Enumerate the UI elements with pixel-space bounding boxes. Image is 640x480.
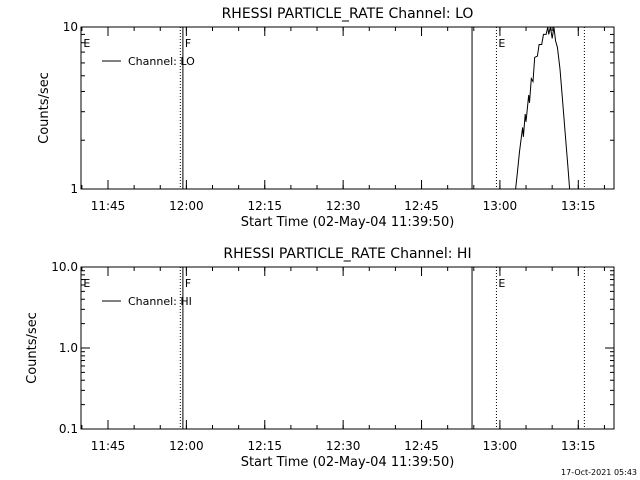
lo-chart-title: RHESSI PARTICLE_RATE Channel: LO [222, 6, 474, 22]
lo-x-tick-label: 13:00 [483, 199, 518, 213]
hi-x-tick-label: 12:30 [326, 439, 361, 453]
lo-x-tick-label: 11:45 [91, 199, 126, 213]
hi-x-tick-label: 13:15 [561, 439, 596, 453]
hi-chart-title: RHESSI PARTICLE_RATE Channel: HI [223, 246, 471, 262]
lo-legend-label: Channel: LO [128, 55, 195, 68]
footer-timestamp: 17-Oct-2021 05:43 [561, 468, 637, 477]
hi-x-tick-label: 12:00 [169, 439, 204, 453]
lo-plot-frame [80, 26, 615, 190]
hi-x-tick-label: 11:45 [91, 439, 126, 453]
lo-series-line [515, 27, 571, 189]
lo-x-tick-label: 13:15 [561, 199, 596, 213]
lo-x-tick-label: 12:45 [404, 199, 439, 213]
hi-y-tick-label: 10.0 [51, 260, 78, 274]
lo-x-tick-label: 12:00 [169, 199, 204, 213]
hi-y-tick-label: 1.0 [59, 341, 78, 355]
lo-y-axis-label: Counts/sec [37, 72, 52, 144]
hi-y-tick-label: 0.1 [59, 422, 78, 436]
hi-x-tick-label: 13:00 [483, 439, 518, 453]
lo-channel-panel: RHESSI PARTICLE_RATE Channel: LO 1 10 11:45… [37, 6, 615, 230]
lo-y-tick-label: 1 [70, 182, 78, 196]
hi-channel-panel: RHESSI PARTICLE_RATE Channel: HI 0.1 1.0 10… [25, 246, 615, 470]
hi-event-marker-letter: E [83, 277, 90, 290]
lo-event-marker-letter: E [498, 37, 505, 50]
lo-x-axis-label: Start Time (02-May-04 11:39:50) [241, 215, 455, 230]
lo-y-tick-label: 10 [63, 20, 78, 34]
hi-x-tick-label: 12:15 [247, 439, 282, 453]
hi-plot-frame [80, 266, 615, 430]
hi-y-axis-label: Counts/sec [25, 312, 40, 384]
lo-x-tick-label: 12:30 [326, 199, 361, 213]
hi-event-marker-letter: E [498, 277, 505, 290]
hi-x-axis-label: Start Time (02-May-04 11:39:50) [241, 455, 455, 470]
lo-event-marker-letter: F [185, 37, 191, 50]
hi-x-tick-label: 12:45 [404, 439, 439, 453]
lo-event-marker-letter: E [83, 37, 90, 50]
hi-event-marker-letter: F [185, 277, 191, 290]
lo-x-tick-label: 12:15 [247, 199, 282, 213]
hi-legend-label: Channel: HI [128, 295, 192, 308]
